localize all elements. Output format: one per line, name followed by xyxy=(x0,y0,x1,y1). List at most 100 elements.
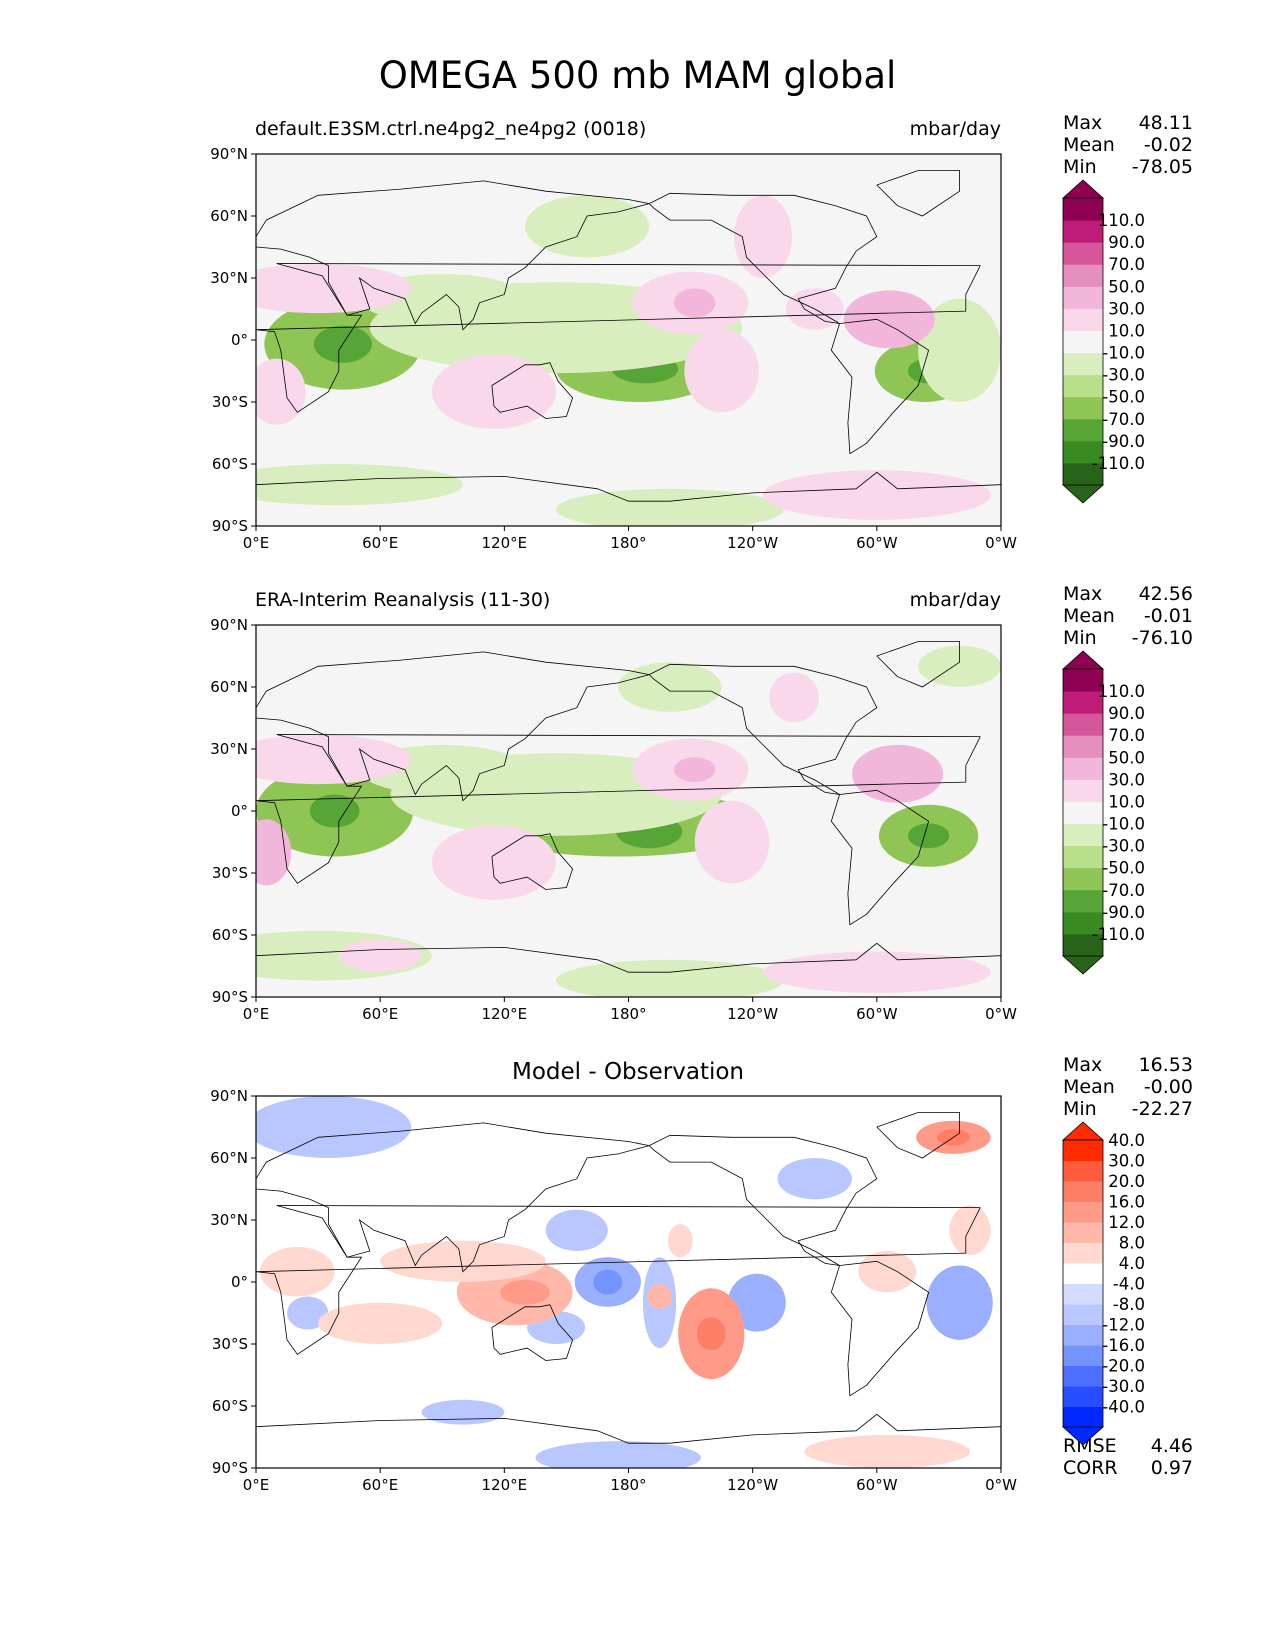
colorbar-segment xyxy=(1063,845,1103,869)
contour-region xyxy=(256,263,412,314)
lat-tick-label: 90°S xyxy=(212,1459,248,1477)
contour-region xyxy=(618,662,722,712)
colorbar-segment xyxy=(1063,1201,1103,1223)
colorbar-segment xyxy=(1063,713,1103,736)
panel-units: mbar/day xyxy=(909,118,1001,140)
colorbar: -110.0 -90.0 -70.0 -50.0 -30.0 -10.0 10.0 30.0 5… xyxy=(1061,650,1145,975)
colorbar-tick-label: -16.0 xyxy=(1102,1336,1145,1355)
lon-tick-label: 60°W xyxy=(856,1476,898,1492)
stat-value: 0.97 xyxy=(1150,1457,1193,1479)
lat-tick-label: 0° xyxy=(231,802,248,820)
coastline xyxy=(256,734,981,884)
colorbar-tick-label: 4.0 xyxy=(1119,1254,1145,1273)
panel-test: default.E3SM.ctrl.ne4pg2_ne4pg2 (0018) m… xyxy=(0,110,1275,550)
colorbar-segment xyxy=(1063,823,1103,847)
lon-tick-label: 180° xyxy=(610,1005,646,1021)
stat-value: -22.27 xyxy=(1131,1098,1193,1120)
lat-tick-label: 30°S xyxy=(212,1335,248,1353)
panel-units: mbar/day xyxy=(909,589,1001,611)
coastline xyxy=(491,833,574,890)
coastline xyxy=(830,789,930,926)
lat-tick-label: 60°S xyxy=(212,1397,248,1415)
colorbar-segment xyxy=(1063,1283,1103,1305)
panel-diff: Model - Observation Max 16.53 Mean -0.00 M… xyxy=(0,1052,1275,1532)
colorbar-tick-label: -10.0 xyxy=(1102,344,1145,363)
coastline xyxy=(256,1205,981,1355)
panel-ref: ERA-Interim Reanalysis (11-30) mbar/day … xyxy=(0,581,1275,1021)
contour-region xyxy=(256,819,292,886)
coastline xyxy=(648,192,878,324)
colorbar-tick-label: 16.0 xyxy=(1108,1193,1145,1212)
colorbar-extend-min xyxy=(1061,1426,1105,1446)
lat-tick-label: 60°S xyxy=(212,455,248,473)
lon-tick-label: 60°E xyxy=(362,534,398,550)
map-test: 90°N 60°N 30°N 0° 30°S 60°S 90°S0°E 60°E 120°E 18… xyxy=(210,145,1145,550)
colorbar-segment xyxy=(1063,1181,1103,1202)
coastlines xyxy=(256,641,1001,973)
lat-tick-label: 0° xyxy=(231,331,248,349)
colorbar-tick-label: -12.0 xyxy=(1102,1316,1145,1335)
contour-region xyxy=(918,645,1001,687)
contour-region xyxy=(545,1209,608,1251)
coastline xyxy=(256,651,650,802)
colorbar-extend-max xyxy=(1061,650,1105,670)
lon-tick-label: 0°E xyxy=(243,1476,270,1492)
stat-value: -78.05 xyxy=(1131,156,1193,178)
colorbar-segment xyxy=(1063,198,1103,221)
colorbar-segment xyxy=(1063,911,1103,935)
lat-tick-label: 0° xyxy=(231,1273,248,1291)
contour-region xyxy=(684,329,759,413)
contour-region xyxy=(763,951,991,993)
colorbar-segment xyxy=(1063,1324,1103,1346)
lat-tick-label: 30°N xyxy=(210,740,248,758)
coastlines xyxy=(256,1112,1001,1444)
contour-region xyxy=(858,1251,917,1293)
colorbar-tick-label: -30.0 xyxy=(1102,366,1145,385)
colorbar-segment xyxy=(1063,462,1103,486)
contour-region xyxy=(260,1246,335,1297)
colorbar-segment xyxy=(1063,801,1103,825)
colorbar-tick-label: 50.0 xyxy=(1108,748,1145,767)
lon-tick-label: 180° xyxy=(610,1476,646,1492)
colorbar-tick-label: -70.0 xyxy=(1102,881,1145,900)
stat-value: 48.11 xyxy=(1138,112,1193,134)
colorbar-frame xyxy=(1062,668,1104,957)
colorbar-segment xyxy=(1063,1222,1103,1243)
stat-label: Max xyxy=(1063,1054,1103,1076)
contour-region xyxy=(852,744,944,803)
colorbar-segment xyxy=(1063,1263,1103,1284)
field-layer xyxy=(256,195,1001,526)
lat-tick-label: 90°N xyxy=(210,1087,248,1105)
coastline xyxy=(491,1304,574,1361)
colorbar-extend-max xyxy=(1061,1121,1105,1141)
contour-region xyxy=(431,354,557,429)
colorbar-segment xyxy=(1063,418,1103,442)
colorbar: -40.0 -30.0-20.0 -16.0-12.0 -8.0-4.0 4.08.0 1… xyxy=(1061,1121,1145,1446)
lat-tick-label: 90°N xyxy=(210,145,248,163)
colorbar-tick-label: 30.0 xyxy=(1108,770,1145,789)
lon-tick-label: 120°W xyxy=(727,1476,778,1492)
colorbar-tick-label: -30.0 xyxy=(1102,837,1145,856)
stat-value: -0.02 xyxy=(1143,134,1193,156)
stat-label: Min xyxy=(1063,627,1097,649)
lat-tick-label: 30°S xyxy=(212,864,248,882)
colorbar-tick-label: -50.0 xyxy=(1102,388,1145,407)
stat-value: -0.01 xyxy=(1143,605,1193,627)
colorbar-extend-min xyxy=(1061,955,1105,975)
coastline xyxy=(256,1413,1001,1444)
colorbar-frame xyxy=(1062,197,1104,486)
lat-tick-label: 30°N xyxy=(210,1211,248,1229)
colorbar-extend-min xyxy=(1061,484,1105,504)
contour-region xyxy=(926,1265,993,1340)
contour-region xyxy=(338,939,422,973)
colorbar-tick-label: -20.0 xyxy=(1102,1357,1145,1376)
lat-tick-label: 90°S xyxy=(212,988,248,1006)
colorbar-segment xyxy=(1063,220,1103,243)
lat-tick-label: 30°N xyxy=(210,269,248,287)
colorbar-tick-label: 20.0 xyxy=(1108,1172,1145,1191)
colorbar-tick-label: 110.0 xyxy=(1098,211,1145,230)
colorbar-segment xyxy=(1063,286,1103,309)
lon-tick-label: 120°E xyxy=(482,534,528,550)
contour-region xyxy=(674,288,716,318)
lon-tick-label: 60°E xyxy=(362,1476,398,1492)
